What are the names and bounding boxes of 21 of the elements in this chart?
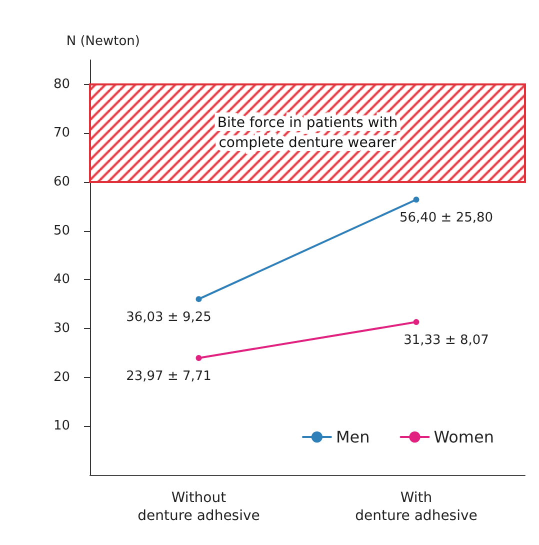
data-label: 31,33 ± 8,07 bbox=[404, 333, 489, 348]
y-tick-label: 10 bbox=[53, 418, 70, 434]
data-label: 56,40 ± 25,80 bbox=[399, 210, 494, 226]
legend-label: Men bbox=[336, 428, 370, 446]
x-tick-label: Without denture adhesive bbox=[138, 490, 260, 524]
data-label: 23,97 ± 7,71 bbox=[126, 368, 212, 384]
y-tick-label: 30 bbox=[53, 321, 70, 336]
legend-label: Women bbox=[434, 428, 494, 446]
y-tick-label: 80 bbox=[53, 76, 70, 92]
point bbox=[196, 354, 202, 361]
point bbox=[413, 196, 420, 203]
point bbox=[196, 296, 202, 302]
x-tick-label: With denture adhesive bbox=[355, 490, 478, 524]
y-tick-label: 40 bbox=[53, 272, 70, 288]
point bbox=[413, 319, 420, 326]
y-tick-label: 60 bbox=[53, 174, 70, 190]
y-tick-label: 70 bbox=[53, 126, 70, 141]
y-tick-label: 50 bbox=[53, 223, 70, 238]
data-label: 36,03 ± 9,25 bbox=[126, 310, 212, 326]
y-tick-label: 20 bbox=[53, 370, 70, 385]
y-axis-title: N (Newton) bbox=[66, 34, 140, 49]
